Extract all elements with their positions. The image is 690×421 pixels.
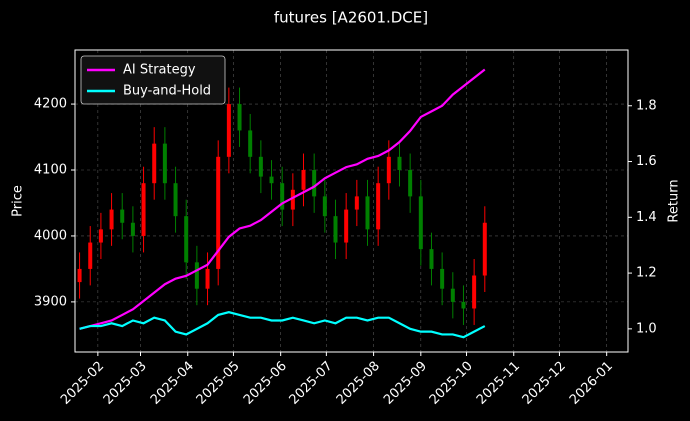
y2-tick-label: 1.0 bbox=[636, 321, 657, 336]
y2-tick-label: 1.4 bbox=[636, 210, 657, 225]
legend-label: AI Strategy bbox=[123, 63, 196, 78]
candle-body bbox=[98, 229, 103, 243]
candle-body bbox=[322, 196, 327, 217]
candle-body bbox=[152, 143, 157, 184]
candle-body bbox=[109, 209, 114, 230]
candle-body bbox=[461, 301, 466, 309]
candle-body bbox=[141, 183, 146, 236]
y2-axis-label: Return bbox=[667, 179, 682, 222]
candle-body bbox=[237, 104, 242, 131]
candle-body bbox=[408, 170, 413, 197]
candle-body bbox=[120, 209, 125, 223]
y-axis-label: Price bbox=[11, 185, 26, 217]
candle-body bbox=[88, 242, 93, 269]
candle-body bbox=[184, 216, 189, 263]
candle-body bbox=[130, 222, 135, 236]
candle-body bbox=[333, 216, 338, 243]
candle-body bbox=[344, 209, 349, 243]
candle-body bbox=[418, 196, 423, 250]
y-tick-label: 3900 bbox=[34, 294, 67, 309]
candle-body bbox=[258, 156, 263, 177]
y2-tick-label: 1.2 bbox=[636, 266, 657, 281]
legend-label: Buy-and-Hold bbox=[123, 84, 211, 99]
series-line bbox=[79, 68, 486, 330]
candle-body bbox=[77, 268, 82, 283]
candle-body bbox=[450, 288, 455, 302]
candle-body bbox=[280, 183, 285, 210]
y-tick-label: 4100 bbox=[34, 163, 67, 178]
candle-body bbox=[290, 189, 295, 210]
series-line bbox=[79, 310, 486, 339]
candle-body bbox=[226, 104, 231, 157]
candle-body bbox=[386, 156, 391, 184]
y-tick-label: 4000 bbox=[34, 228, 67, 243]
plot-frame bbox=[74, 49, 629, 353]
y2-tick-label: 1.8 bbox=[636, 98, 657, 113]
candle-body bbox=[429, 249, 434, 269]
candle-body bbox=[173, 183, 178, 217]
y-tick-label: 4200 bbox=[34, 97, 67, 112]
candle-body bbox=[440, 268, 445, 289]
candle-body bbox=[194, 262, 199, 289]
candle-body bbox=[312, 170, 317, 197]
candle-body bbox=[472, 275, 477, 309]
y2-tick-label: 1.6 bbox=[636, 154, 657, 169]
candle-body bbox=[269, 176, 274, 184]
candle-body bbox=[248, 130, 253, 157]
candle-body bbox=[216, 156, 221, 269]
candle-body bbox=[365, 196, 370, 230]
candle-body bbox=[162, 143, 167, 184]
candle-body bbox=[205, 268, 210, 289]
chart-title: futures [A2601.DCE] bbox=[274, 9, 428, 27]
candle-body bbox=[482, 222, 487, 276]
legend-box bbox=[80, 55, 226, 105]
candle-body bbox=[354, 196, 359, 210]
candle-body bbox=[397, 156, 402, 171]
plot-area bbox=[77, 68, 487, 339]
candle-body bbox=[376, 183, 381, 230]
candle-body bbox=[301, 170, 306, 190]
